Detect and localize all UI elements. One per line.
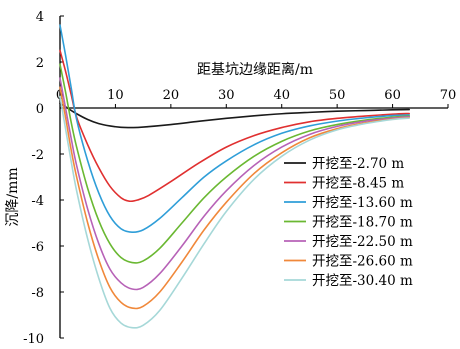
y-axis-label: 沉降/mm — [5, 167, 21, 226]
series-line-7 — [59, 95, 410, 329]
x-tick-label: 60 — [384, 88, 401, 103]
legend-label: 开挖至-22.50 m — [312, 234, 413, 250]
x-tick-label: 20 — [163, 88, 180, 103]
y-tick-label: 0 — [36, 102, 44, 117]
series-line-2 — [59, 49, 410, 203]
series-line-3 — [59, 24, 410, 234]
y-tick-label: -4 — [31, 194, 44, 209]
x-tick-label: 30 — [218, 88, 235, 103]
series-line-1 — [59, 102, 410, 129]
legend-label: 开挖至-13.60 m — [312, 195, 413, 211]
legend-label: 开挖至-8.45 m — [312, 176, 404, 192]
x-tick-label: 10 — [107, 88, 124, 103]
series-line-5 — [59, 77, 410, 291]
legend-label: 开挖至-26.60 m — [312, 254, 413, 270]
legend-label: 开挖至-18.70 m — [312, 215, 413, 231]
x-tick-label: 50 — [329, 88, 346, 103]
series-lines — [59, 24, 410, 329]
legend-label: 开挖至-2.70 m — [312, 156, 404, 172]
y-tick-label: -2 — [31, 148, 44, 163]
series-line-4 — [59, 63, 410, 264]
y-tick-label: -10 — [23, 332, 44, 347]
x-tick-label: 0 — [56, 88, 64, 103]
axes: 420-2-4-6-8-100 10 20 30 40 50 60 70 — [23, 10, 456, 347]
series-line-6 — [59, 86, 410, 310]
legend-label: 开挖至-30.40 m — [312, 273, 413, 289]
x-tick-label: 40 — [273, 88, 290, 103]
y-tick-label: 4 — [36, 10, 44, 25]
x-tick-label: 70 — [440, 88, 457, 103]
legend: 开挖至-2.70 m 开挖至-8.45 m 开挖至-13.60 m 开挖至-18.70… — [284, 156, 413, 289]
y-tick-label: -6 — [31, 240, 44, 255]
x-axis-label: 距基坑边缘距离/m — [197, 61, 313, 78]
y-tick-label: -8 — [31, 286, 44, 301]
y-tick-label: 2 — [36, 56, 44, 71]
